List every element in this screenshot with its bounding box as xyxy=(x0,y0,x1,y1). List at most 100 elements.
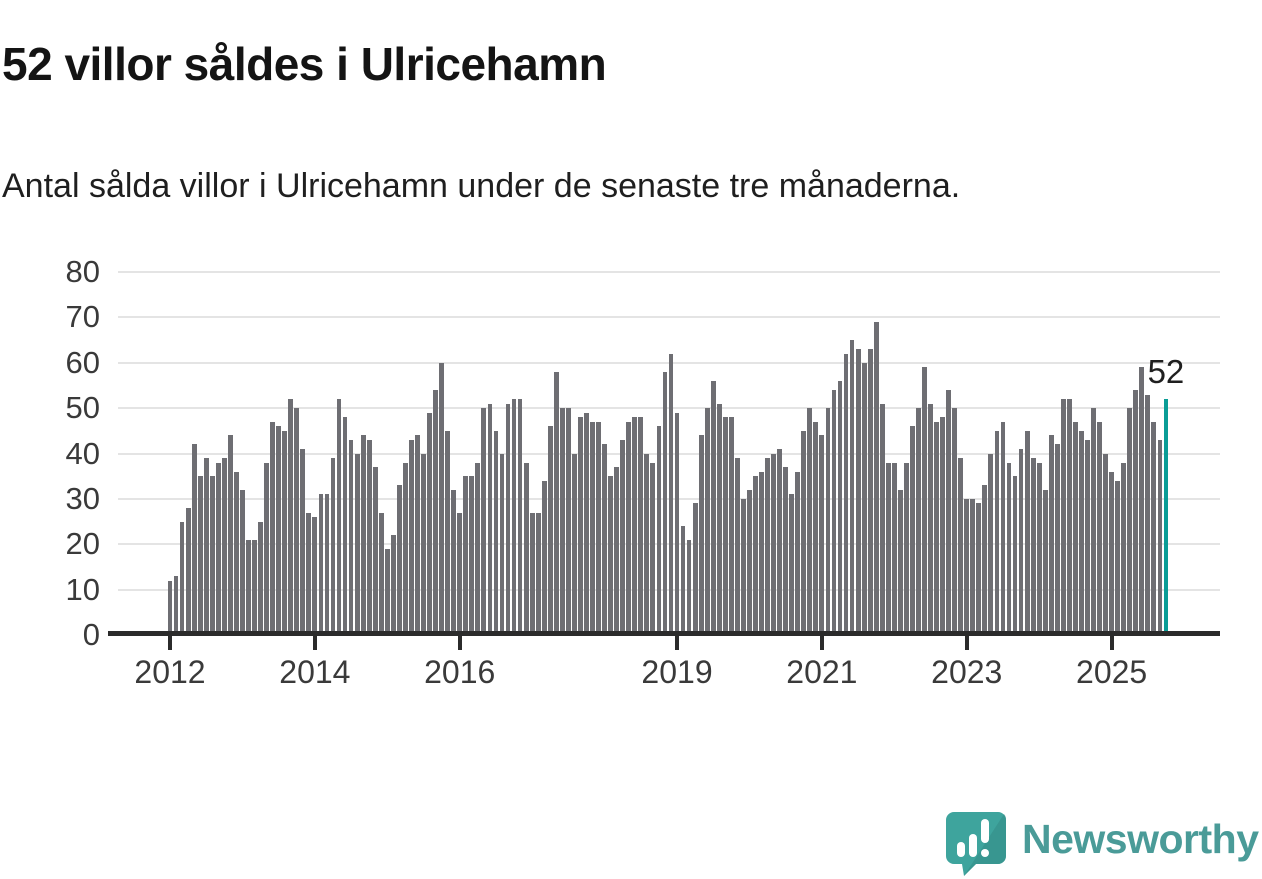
bar xyxy=(1127,408,1133,635)
x-axis-line xyxy=(108,631,1220,636)
bar xyxy=(674,412,680,635)
bar xyxy=(994,430,1000,635)
bar xyxy=(602,444,607,635)
bar xyxy=(885,462,891,635)
bar xyxy=(1079,430,1084,635)
bar xyxy=(469,476,475,635)
bar xyxy=(922,367,927,635)
bar xyxy=(1048,435,1054,635)
bar xyxy=(716,403,722,635)
bar xyxy=(1042,489,1048,635)
bar xyxy=(173,576,179,635)
bar xyxy=(1115,480,1121,635)
bar xyxy=(1018,448,1024,635)
x-tick-label-2016: 2016 xyxy=(424,654,496,690)
bar xyxy=(354,453,360,635)
bar xyxy=(1121,462,1127,635)
bar xyxy=(1006,462,1012,635)
bar xyxy=(246,539,251,635)
bar xyxy=(553,371,559,635)
bar xyxy=(439,362,445,635)
bar xyxy=(728,417,734,635)
bar xyxy=(837,380,843,635)
bar xyxy=(843,353,849,635)
bar xyxy=(1103,453,1108,635)
bar xyxy=(1097,421,1102,635)
y-tick-label-20: 20 xyxy=(65,526,100,562)
y-tick-label-40: 40 xyxy=(65,435,100,471)
bar xyxy=(541,480,547,635)
bar xyxy=(662,371,668,635)
x-tick-2016 xyxy=(457,636,462,650)
y-tick-label-70: 70 xyxy=(65,299,100,335)
x-tick-label-2019: 2019 xyxy=(641,654,713,690)
bar xyxy=(734,458,740,635)
y-tick-label-10: 10 xyxy=(65,571,100,607)
bar xyxy=(1157,439,1163,635)
bar xyxy=(952,408,958,635)
bar xyxy=(378,512,384,635)
bar xyxy=(433,389,438,635)
bar xyxy=(445,430,451,635)
bar xyxy=(771,453,776,635)
x-tick-2019 xyxy=(675,636,680,650)
bar xyxy=(547,426,553,635)
bar xyxy=(270,421,275,635)
bar xyxy=(897,489,903,635)
bar xyxy=(753,476,758,635)
bar xyxy=(946,389,952,635)
bar xyxy=(318,494,324,635)
bar xyxy=(390,535,396,635)
bar xyxy=(517,399,523,635)
bar xyxy=(409,439,414,635)
bar xyxy=(372,467,378,635)
bar xyxy=(765,458,770,635)
bar xyxy=(572,453,577,635)
x-tick-2023 xyxy=(964,636,969,650)
x-tick-label-2014: 2014 xyxy=(279,654,351,690)
bar xyxy=(565,408,571,635)
bar xyxy=(1133,389,1139,635)
bar xyxy=(958,458,964,635)
bar xyxy=(258,521,263,635)
bar xyxy=(650,462,656,635)
newsworthy-logo-icon xyxy=(946,812,1007,876)
bar xyxy=(1036,462,1042,635)
bar xyxy=(227,435,233,635)
bar xyxy=(873,321,879,635)
bar xyxy=(596,421,601,635)
bar xyxy=(686,539,692,635)
bar xyxy=(264,462,269,635)
bar xyxy=(988,453,994,635)
bar xyxy=(1012,476,1018,635)
bar xyxy=(1066,399,1072,635)
bar xyxy=(282,430,288,635)
bar xyxy=(457,512,463,635)
bar xyxy=(191,444,197,635)
x-tick-label-2012: 2012 xyxy=(134,654,206,690)
bar xyxy=(934,421,939,635)
bar xyxy=(336,399,342,635)
bar xyxy=(523,462,529,635)
bar xyxy=(795,471,801,635)
bar xyxy=(167,580,173,635)
bar xyxy=(197,476,203,635)
bar xyxy=(535,512,541,635)
bar xyxy=(964,498,970,635)
x-tick-label-2021: 2021 xyxy=(786,654,858,690)
bar xyxy=(300,448,306,635)
bar xyxy=(668,353,674,635)
bar xyxy=(403,462,408,635)
bar xyxy=(427,412,432,635)
x-tick-2021 xyxy=(819,636,824,650)
bar xyxy=(475,462,481,635)
bar xyxy=(656,426,662,635)
y-tick-label-30: 30 xyxy=(65,480,100,516)
bar xyxy=(529,512,535,635)
newsworthy-logo[interactable]: Newsworthy xyxy=(944,810,1259,876)
bar xyxy=(819,435,825,635)
bar xyxy=(342,417,348,635)
x-tick-2012 xyxy=(168,636,172,650)
bar xyxy=(1145,394,1151,635)
bar xyxy=(879,403,885,635)
